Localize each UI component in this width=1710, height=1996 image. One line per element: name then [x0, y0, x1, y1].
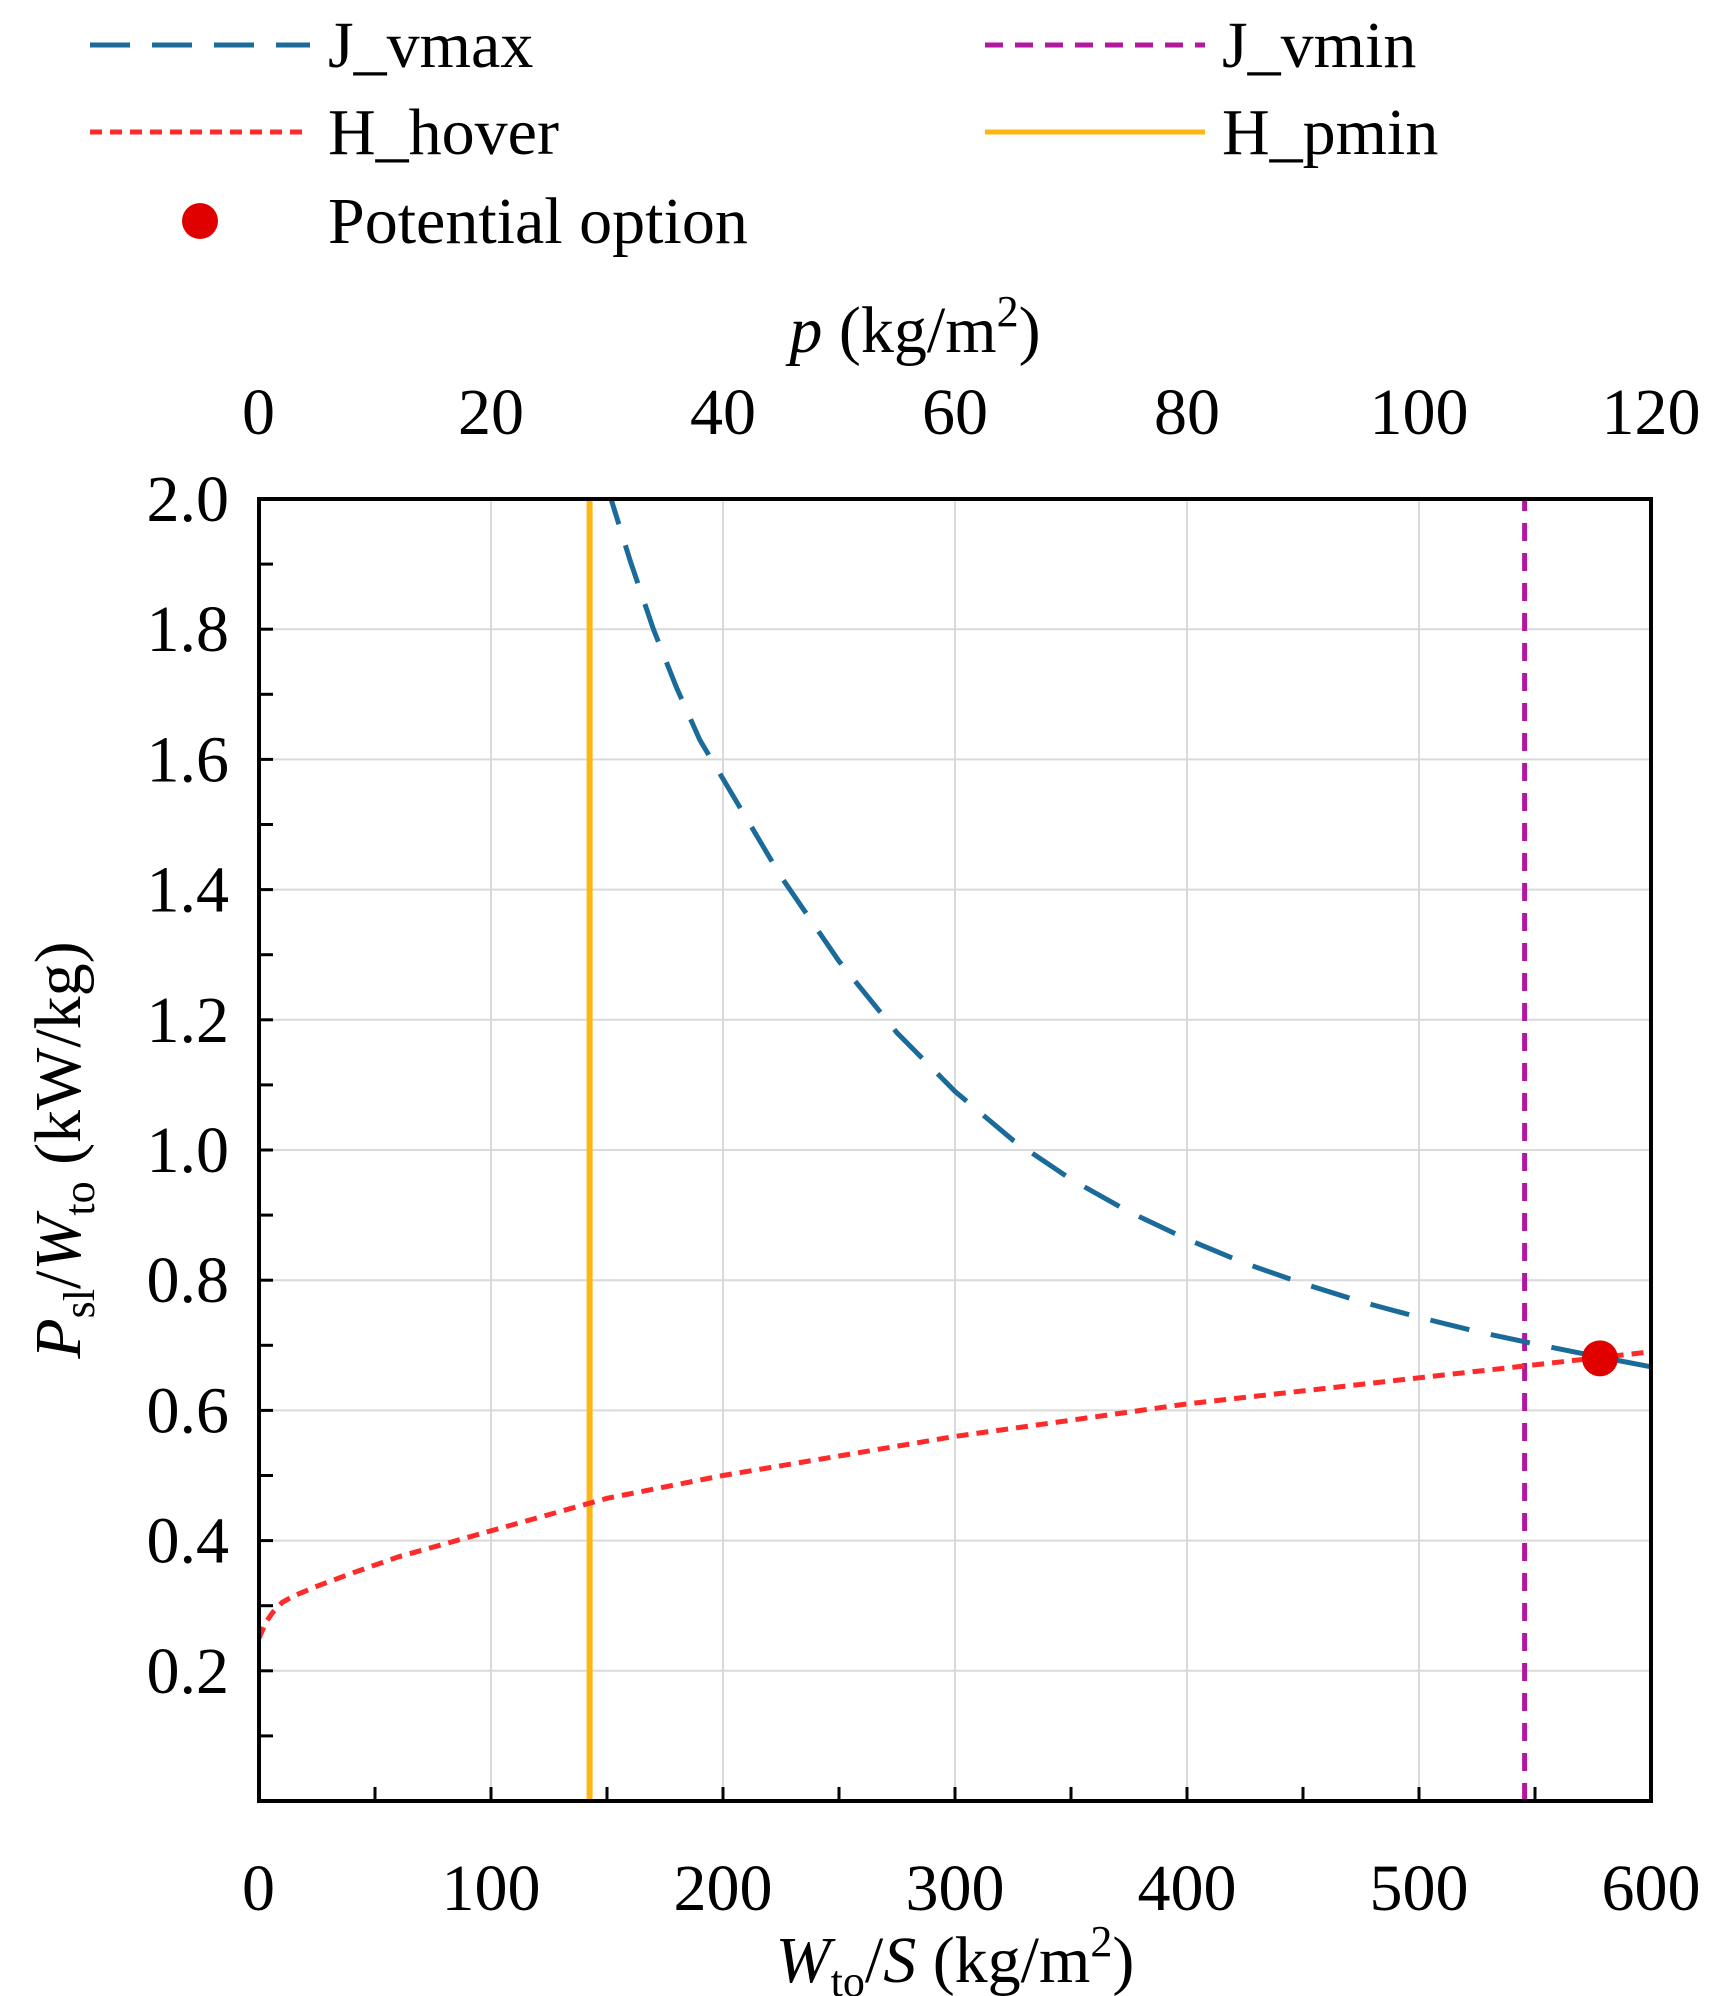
legend: J_vmax J_vmin H_hover H_pmin Potential optio… [90, 9, 1438, 258]
y-axis: 0.2 0.4 0.6 0.8 1.0 1.2 1.4 1.6 1.8 2.0 Psl/Wto (k… [22, 463, 229, 1708]
top-axis-title: p (kg/m2) [785, 287, 1040, 367]
y-tick-label: 1.2 [147, 984, 230, 1057]
legend-swatch-potential-option [182, 203, 218, 239]
y-tick-label: 0.2 [147, 1635, 230, 1708]
top-tick-label: 40 [690, 376, 756, 449]
top-tick-label: 20 [458, 376, 524, 449]
plot-area [259, 499, 1652, 1801]
y-tick-label: 1.8 [147, 593, 230, 666]
y-axis-title: Psl/Wto (kW/kg) [22, 941, 104, 1359]
axes [257, 497, 1653, 1803]
x-axis: 0 100 200 300 400 500 600 Wto/S (kg/m2) [242, 1852, 1701, 1996]
y-tick-label: 0.6 [147, 1374, 230, 1447]
legend-label-h-pmin: H_pmin [1222, 96, 1438, 169]
top-tick-label: 100 [1370, 376, 1469, 449]
x-tick-label: 200 [674, 1852, 773, 1925]
x-tick-label: 400 [1138, 1852, 1237, 1925]
potential-option-point [1581, 1340, 1618, 1377]
top-tick-label: 60 [922, 376, 988, 449]
top-axis: 0 20 40 60 80 100 120 p (kg/m2) [242, 287, 1701, 449]
x-tick-label: 500 [1370, 1852, 1469, 1925]
top-tick-label: 120 [1602, 376, 1701, 449]
x-axis-title: Wto/S (kg/m2) [776, 1917, 1135, 1996]
top-tick-label: 80 [1154, 376, 1220, 449]
x-tick-label: 100 [442, 1852, 541, 1925]
x-tick-label: 600 [1602, 1852, 1701, 1925]
y-tick-label: 1.4 [147, 854, 230, 927]
series-j-vmax [608, 499, 1652, 1370]
legend-label-h-hover: H_hover [328, 96, 559, 169]
y-tick-label: 0.8 [147, 1244, 230, 1317]
legend-label-potential-option: Potential option [328, 185, 748, 258]
y-tick-label: 1.0 [147, 1114, 230, 1187]
top-tick-label: 0 [242, 376, 275, 449]
grid [259, 499, 1651, 1801]
legend-label-j-vmin: J_vmin [1222, 9, 1416, 82]
series-h-hover [259, 1349, 1652, 1640]
x-tick-label: 0 [242, 1852, 275, 1925]
y-tick-label: 1.6 [147, 723, 230, 796]
y-tick-label: 0.4 [147, 1505, 230, 1578]
x-tick-label: 300 [906, 1852, 1005, 1925]
y-tick-label: 2.0 [147, 463, 230, 536]
legend-label-j-vmax: J_vmax [328, 9, 533, 82]
